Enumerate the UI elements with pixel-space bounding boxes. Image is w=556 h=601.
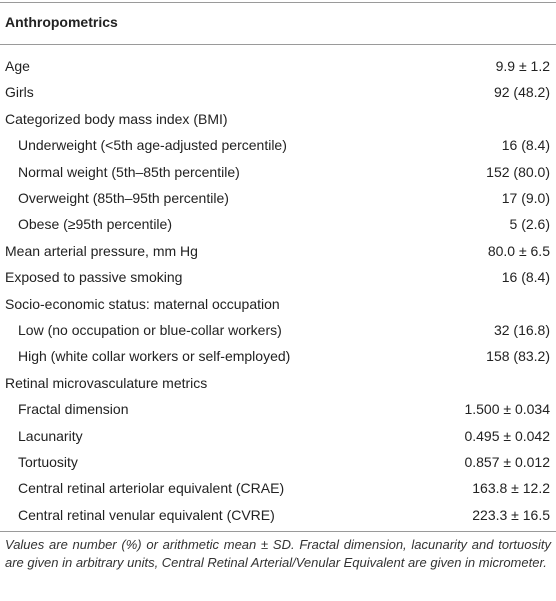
row-value: 16 (8.4)	[501, 269, 550, 285]
row-label: Age	[5, 58, 30, 74]
sub-row-label: Central retinal arteriolar equivalent (C…	[18, 480, 285, 496]
sub-row-label: Underweight (<5th age-adjusted percentil…	[18, 137, 287, 153]
row-value: 5 (2.6)	[509, 216, 550, 232]
sub-row-label: Low (no occupation or blue-collar worker…	[18, 322, 282, 338]
row-value: 163.8 ± 12.2	[472, 480, 550, 496]
row-value: 9.9 ± 1.2	[495, 58, 550, 74]
row-value: 32 (16.8)	[493, 322, 550, 338]
row-value: 16 (8.4)	[501, 137, 550, 153]
row-value: 0.495 ± 0.042	[464, 428, 550, 444]
row-label: Categorized body mass index (BMI)	[5, 111, 228, 127]
sub-row-label: Normal weight (5th–85th percentile)	[18, 164, 240, 180]
row-value: 0.857 ± 0.012	[464, 454, 550, 470]
table-header: Anthropometrics	[5, 14, 118, 30]
row-value: 17 (9.0)	[501, 190, 550, 206]
sub-row-label: Overweight (85th–95th percentile)	[18, 190, 229, 206]
row-label: Mean arterial pressure, mm Hg	[5, 243, 198, 259]
row-value: 80.0 ± 6.5	[487, 243, 550, 259]
sub-row-label: Tortuosity	[18, 454, 78, 470]
row-value: 223.3 ± 16.5	[472, 507, 550, 523]
row-label: Socio-economic status: maternal occupati…	[5, 296, 280, 312]
row-label: Retinal microvasculature metrics	[5, 375, 208, 391]
sub-row-label: Central retinal venular equivalent (CVRE…	[18, 507, 275, 523]
sub-row-label: Fractal dimension	[18, 401, 129, 417]
sub-row-label: Obese (≥95th percentile)	[18, 216, 172, 232]
row-value: 92 (48.2)	[493, 84, 550, 100]
sub-row-label: High (white collar workers or self-emplo…	[18, 348, 291, 364]
bottom-rule	[0, 531, 556, 532]
sub-row-label: Lacunarity	[18, 428, 83, 444]
row-value: 152 (80.0)	[486, 164, 550, 180]
header-rule	[0, 44, 556, 45]
row-label: Girls	[5, 84, 34, 100]
top-rule	[0, 2, 556, 3]
row-label: Exposed to passive smoking	[5, 269, 183, 285]
footnote: Values are number (%) or arithmetic mean…	[5, 537, 551, 570]
row-value: 1.500 ± 0.034	[464, 401, 550, 417]
row-value: 158 (83.2)	[486, 348, 550, 364]
